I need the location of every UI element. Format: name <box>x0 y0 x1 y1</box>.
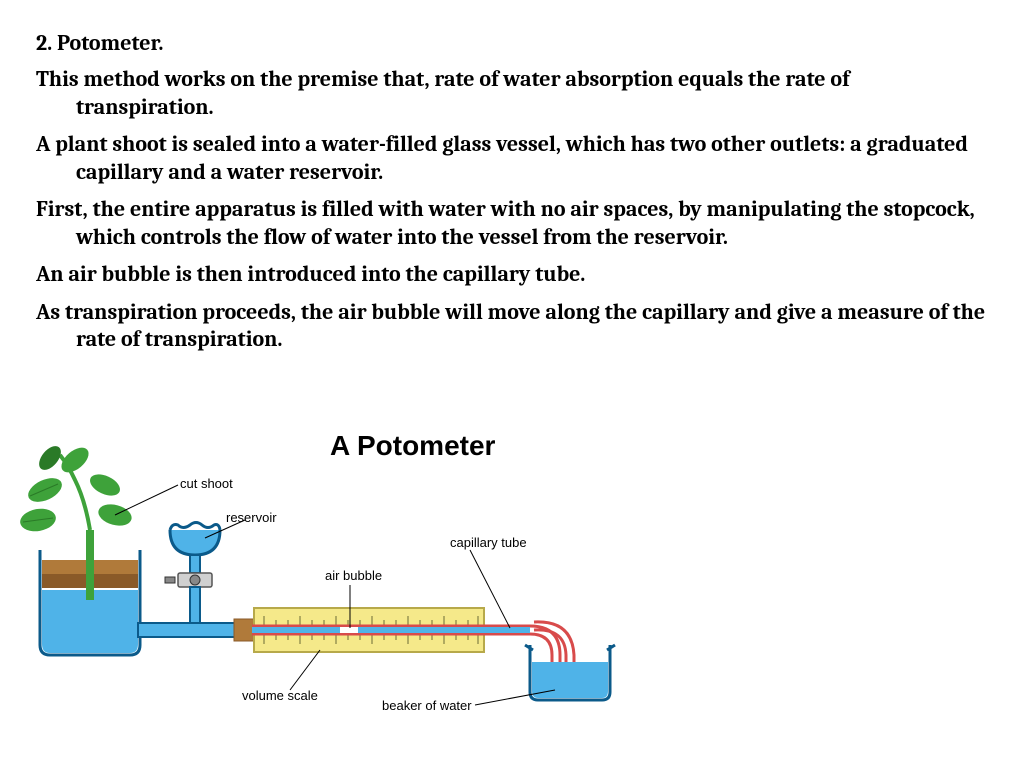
paragraph-5: As transpiration proceeds, the air bubbl… <box>36 299 988 354</box>
label-beaker: beaker of water <box>382 698 472 713</box>
paragraph-4: An air bubble is then introduced into th… <box>36 261 988 289</box>
paragraph-2: A plant shoot is sealed into a water-fil… <box>36 131 988 186</box>
plant-shoot <box>20 442 134 534</box>
reservoir <box>165 523 220 628</box>
label-cut-shoot: cut shoot <box>180 476 233 491</box>
paragraph-1: This method works on the premise that, r… <box>36 66 988 121</box>
label-volume-scale: volume scale <box>242 688 318 703</box>
section-heading: 2. Potometer. <box>36 30 988 56</box>
potometer-diagram: A Potometer <box>20 430 670 730</box>
label-capillary-tube: capillary tube <box>450 535 527 550</box>
diagram-title: A Potometer <box>330 430 495 462</box>
beaker <box>525 645 615 700</box>
main-vessel <box>40 530 140 655</box>
label-air-bubble: air bubble <box>325 568 382 583</box>
connecting-tube <box>138 619 254 641</box>
label-reservoir: reservoir <box>226 510 277 525</box>
paragraph-3: First, the entire apparatus is filled wi… <box>36 196 988 251</box>
leader-lines <box>115 485 555 705</box>
